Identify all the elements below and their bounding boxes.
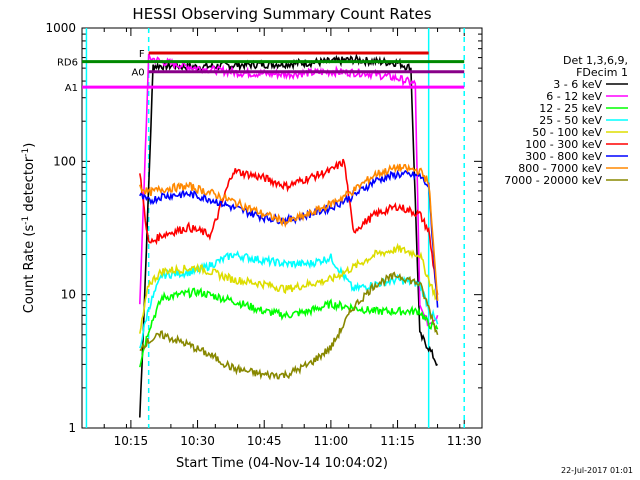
x-axis-label: Start Time (04-Nov-14 10:04:02) [176,456,388,471]
series-line [139,163,439,301]
x-tick-label: 10:15 [114,434,149,448]
y-tick-label: 1000 [45,21,76,35]
series-line [139,53,439,327]
x-tick-label: 11:30 [447,434,482,448]
legend-entry-label: 6 - 12 keV [546,90,602,103]
legend-entry-label: 50 - 100 keV [532,126,602,139]
chart-title: HESSI Observing Summary Count Rates [132,5,431,23]
y-axis-label: Count Rate (s-1 detector-1) [21,143,37,314]
timestamp-footer: 22-Jul-2017 01:01 [561,466,633,475]
y-tick-label: 10 [61,288,76,302]
state-bar-label: A1 [65,83,78,94]
plot-area [82,28,482,429]
legend-entry-label: 7000 - 20000 keV [504,174,602,187]
series-line [139,286,439,368]
legend-entry-label: 100 - 300 keV [525,138,602,151]
x-tick-label: 11:15 [380,434,415,448]
x-tick-label: 11:00 [314,434,349,448]
y-tick-label: 100 [53,154,76,168]
state-bar-label: F [139,49,145,60]
series-line [139,250,439,349]
legend-entry-label: 3 - 6 keV [553,78,602,91]
series-line [139,53,438,418]
series-line [139,271,439,381]
series-line [139,158,439,295]
x-tick-label: 10:30 [180,434,215,448]
legend-entry-label: 12 - 25 keV [539,102,602,115]
legend-header: Det 1,3,6,9, [563,54,628,67]
series-line [139,242,439,334]
state-bar-label: RD6 [57,58,78,69]
y-tick-label: 1 [68,421,76,435]
legend-entry-label: 300 - 800 keV [525,150,602,163]
state-bar-label: A0 [131,68,144,79]
legend-entry-label: 25 - 50 keV [539,114,602,127]
x-tick-label: 10:45 [247,434,282,448]
legend-entry-label: 800 - 7000 keV [518,162,602,175]
legend-header: FDecim 1 [576,66,628,79]
series-line [139,169,439,308]
